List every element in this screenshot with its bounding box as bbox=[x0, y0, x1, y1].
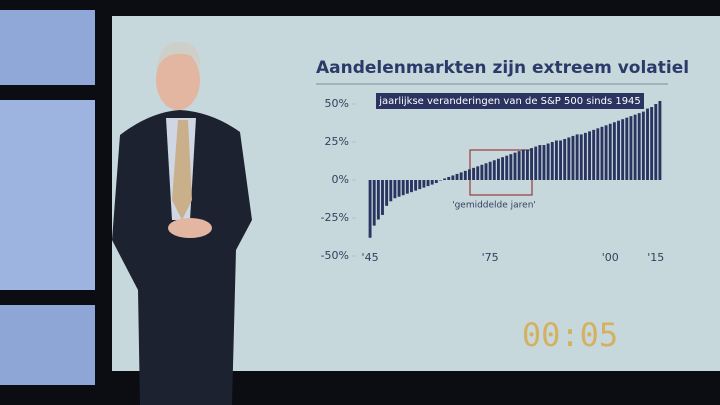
side-screen bbox=[0, 10, 95, 85]
chart-title: Aandelenmarkten zijn extreem volatiel bbox=[316, 58, 689, 78]
bar bbox=[571, 135, 575, 180]
head bbox=[156, 50, 200, 110]
bar bbox=[484, 163, 488, 180]
bar bbox=[559, 140, 562, 180]
bar bbox=[463, 170, 467, 180]
bar bbox=[596, 128, 600, 180]
bar bbox=[650, 107, 654, 180]
presenter bbox=[112, 41, 252, 405]
bar bbox=[430, 180, 434, 185]
bar bbox=[604, 125, 608, 180]
bar bbox=[381, 180, 384, 215]
subtitle-box bbox=[376, 93, 644, 109]
bar bbox=[637, 113, 641, 180]
bar bbox=[546, 143, 550, 180]
bar bbox=[579, 134, 583, 180]
bar bbox=[401, 180, 405, 196]
bar bbox=[617, 120, 620, 180]
bar bbox=[521, 149, 525, 180]
bar bbox=[517, 151, 521, 180]
bar bbox=[459, 172, 463, 180]
bar bbox=[513, 152, 517, 180]
bar bbox=[588, 131, 591, 180]
bar bbox=[629, 116, 633, 180]
bar bbox=[418, 180, 422, 190]
bar bbox=[422, 180, 426, 188]
bar bbox=[397, 180, 401, 197]
bar bbox=[621, 119, 625, 180]
bar bbox=[530, 148, 534, 180]
bar bbox=[443, 178, 447, 180]
suit bbox=[112, 110, 252, 405]
hair bbox=[156, 41, 201, 72]
bar bbox=[538, 145, 542, 180]
bar bbox=[525, 149, 529, 180]
plot: 50% 25% 0% -25% -50% '45 '75 '00 '15 bbox=[321, 97, 665, 264]
bar bbox=[550, 142, 554, 180]
bar bbox=[509, 154, 513, 180]
bar bbox=[575, 134, 579, 180]
bar bbox=[505, 155, 509, 180]
bar bbox=[534, 146, 538, 180]
bar bbox=[451, 175, 455, 180]
bar bbox=[641, 111, 645, 180]
bar bbox=[563, 138, 567, 180]
annotation: 'gemiddelde jaren' bbox=[452, 201, 536, 211]
bar bbox=[389, 180, 393, 202]
side-screen bbox=[0, 100, 95, 290]
bar bbox=[476, 166, 480, 180]
bar bbox=[492, 160, 496, 180]
tie bbox=[172, 120, 192, 220]
side-screen bbox=[0, 305, 95, 385]
bar bbox=[608, 123, 612, 180]
bar bbox=[554, 140, 558, 180]
bar bbox=[501, 157, 505, 180]
bar bbox=[633, 114, 637, 180]
y-tick-label: -50% bbox=[321, 249, 349, 262]
bar bbox=[592, 129, 596, 180]
bar bbox=[600, 126, 604, 180]
x-tick-label: '45 bbox=[362, 251, 379, 264]
bar bbox=[368, 180, 372, 238]
bar bbox=[410, 180, 413, 193]
bar bbox=[372, 180, 376, 226]
x-tick-label: '15 bbox=[647, 251, 664, 264]
bar bbox=[480, 164, 484, 180]
bar bbox=[455, 173, 459, 180]
bar bbox=[468, 169, 471, 180]
bar bbox=[447, 176, 451, 180]
bar bbox=[542, 145, 546, 180]
bar bbox=[612, 122, 616, 180]
bar bbox=[488, 161, 492, 180]
bar bbox=[658, 100, 662, 180]
bar bbox=[405, 180, 409, 194]
subtitle: jaarlijkse veranderingen van de S&P 500 … bbox=[378, 96, 641, 107]
bar bbox=[646, 108, 649, 180]
bar bbox=[376, 180, 380, 220]
timer: 00:05 bbox=[522, 316, 618, 354]
x-tick-label: '00 bbox=[602, 251, 619, 264]
bar bbox=[439, 180, 442, 181]
bar bbox=[583, 132, 587, 180]
bar bbox=[654, 104, 658, 180]
bar bbox=[426, 180, 430, 187]
hands bbox=[168, 218, 212, 238]
bar bbox=[567, 137, 571, 180]
y-tick-label: 50% bbox=[325, 97, 349, 110]
bar bbox=[393, 180, 397, 199]
bar bbox=[414, 180, 418, 191]
bar bbox=[496, 158, 500, 180]
y-tick-label: 25% bbox=[325, 135, 349, 148]
y-tick-label: -25% bbox=[321, 211, 349, 224]
bar bbox=[472, 167, 476, 180]
bar bbox=[434, 180, 438, 184]
bar bbox=[385, 180, 389, 206]
bar bbox=[625, 117, 629, 180]
x-tick-label: '75 bbox=[482, 251, 499, 264]
y-tick-label: 0% bbox=[332, 173, 349, 186]
